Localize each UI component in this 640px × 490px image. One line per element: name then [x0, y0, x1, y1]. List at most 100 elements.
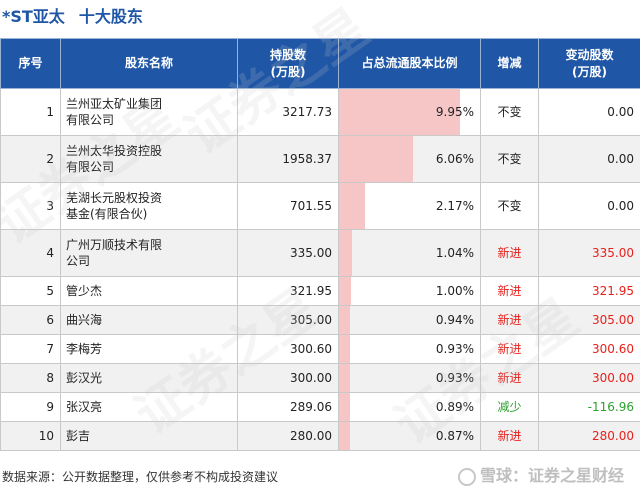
- holder-name: 彭汉光: [60, 363, 238, 393]
- ratio-cell: 1.04%: [338, 229, 481, 277]
- change-status: 新进: [480, 229, 539, 277]
- ratio-value: 2.17%: [435, 199, 474, 213]
- ratio-cell: 0.93%: [338, 334, 481, 364]
- table-row: 9 张汉亮 289.06 0.89% 减少 -116.96: [0, 392, 640, 422]
- ratio-cell: 1.00%: [338, 276, 481, 306]
- delta-value: 0.00: [538, 182, 640, 230]
- holder-name: 李梅芳: [60, 334, 238, 364]
- holder-name-line: 基金(有限合伙): [66, 207, 148, 221]
- holder-name-line: 兰州亚太矿业集团: [66, 97, 163, 111]
- row-index: 1: [0, 88, 61, 136]
- change-status: 新进: [480, 421, 539, 451]
- delta-value: 300.00: [538, 363, 640, 393]
- row-index: 3: [0, 182, 61, 230]
- ratio-bar: [339, 306, 351, 334]
- row-index: 8: [0, 363, 61, 393]
- shares-value: 335.00: [237, 229, 339, 277]
- shares-value: 305.00: [237, 305, 339, 335]
- holder-name: 彭吉: [60, 421, 238, 451]
- header-col-index: 序号: [0, 38, 61, 89]
- header-col-shares: 持股数 (万股): [237, 38, 339, 89]
- change-status: 不变: [480, 88, 539, 136]
- shares-value: 280.00: [237, 421, 339, 451]
- ratio-value: 6.06%: [435, 152, 474, 166]
- ratio-bar: [339, 364, 351, 392]
- table-header-row: 序号 股东名称 持股数 (万股) 占总流通股本比例 增减 变动股数 (万股): [0, 38, 640, 89]
- shares-value: 300.60: [237, 334, 339, 364]
- page-title: *ST亚太 十大股东: [2, 3, 143, 31]
- ratio-cell: 0.93%: [338, 363, 481, 393]
- brand-watermark: 雪球：证券之星财经: [457, 462, 624, 486]
- table-row: 2 兰州太华投资控股 有限公司 1958.37 6.06% 不变 0.00: [0, 135, 640, 183]
- ratio-bar: [339, 277, 352, 305]
- ratio-cell: 2.17%: [338, 182, 481, 230]
- row-index: 4: [0, 229, 61, 277]
- table-row: 6 曲兴海 305.00 0.94% 新进 305.00: [0, 305, 640, 335]
- holder-name-line: 兰州太华投资控股: [66, 144, 163, 158]
- ratio-bar: [339, 136, 413, 182]
- table-row: 7 李梅芳 300.60 0.93% 新进 300.60: [0, 334, 640, 364]
- ratio-bar: [339, 422, 350, 450]
- ratio-cell: 6.06%: [338, 135, 481, 183]
- shareholders-table: 序号 股东名称 持股数 (万股) 占总流通股本比例 增减 变动股数 (万股) 1 兰州亚太矿…: [0, 38, 640, 451]
- table-body: 1 兰州亚太矿业集团 有限公司 3217.73 9.95% 不变 0.00 2 兰州太华投资控股…: [0, 88, 640, 451]
- snowball-logo-icon: [457, 467, 476, 486]
- ratio-value: 0.89%: [435, 400, 474, 414]
- ratio-value: 0.93%: [435, 371, 474, 385]
- holder-name-line: 有限公司: [66, 160, 115, 174]
- header-col-ratio: 占总流通股本比例: [338, 38, 481, 89]
- header-col-change: 增减: [480, 38, 539, 89]
- row-index: 9: [0, 392, 61, 422]
- ratio-bar: [339, 230, 352, 276]
- delta-value: 305.00: [538, 305, 640, 335]
- change-status: 不变: [480, 135, 539, 183]
- ratio-bar: [339, 183, 366, 229]
- holder-name: 广州万顺技术有限 公司: [60, 229, 238, 277]
- change-status: 新进: [480, 305, 539, 335]
- ratio-value: 0.94%: [435, 313, 474, 327]
- ratio-value: 0.87%: [435, 429, 474, 443]
- shares-value: 701.55: [237, 182, 339, 230]
- holder-name-line: 曲兴海: [66, 313, 103, 327]
- ratio-cell: 0.94%: [338, 305, 481, 335]
- row-index: 6: [0, 305, 61, 335]
- data-source-note: 数据来源：公开数据整理，仅供参考不构成投资建议: [2, 470, 279, 484]
- delta-value: 300.60: [538, 334, 640, 364]
- row-index: 7: [0, 334, 61, 364]
- shares-value: 1958.37: [237, 135, 339, 183]
- change-status: 新进: [480, 276, 539, 306]
- table-row: 3 芜湖长元股权投资 基金(有限合伙) 701.55 2.17% 不变 0.00: [0, 182, 640, 230]
- row-index: 5: [0, 276, 61, 306]
- ratio-cell: 0.89%: [338, 392, 481, 422]
- shares-value: 321.95: [237, 276, 339, 306]
- change-status: 不变: [480, 182, 539, 230]
- row-index: 10: [0, 421, 61, 451]
- holder-name-line: 公司: [66, 254, 91, 268]
- header-col-holder-name: 股东名称: [60, 38, 238, 89]
- delta-value: -116.96: [538, 392, 640, 422]
- holder-name-line: 彭吉: [66, 429, 91, 443]
- holder-name-line: 张汉亮: [66, 400, 103, 414]
- ratio-bar: [339, 393, 350, 421]
- row-index: 2: [0, 135, 61, 183]
- ratio-value: 9.95%: [435, 105, 474, 119]
- ratio-value: 1.00%: [435, 284, 474, 298]
- section-title: 十大股东: [78, 7, 143, 26]
- brand-text: 雪球：证券之星财经: [479, 466, 624, 485]
- table-row: 5 管少杰 321.95 1.00% 新进 321.95: [0, 276, 640, 306]
- holder-name: 兰州亚太矿业集团 有限公司: [60, 88, 238, 136]
- change-status: 新进: [480, 363, 539, 393]
- shares-value: 289.06: [237, 392, 339, 422]
- holder-name: 芜湖长元股权投资 基金(有限合伙): [60, 182, 238, 230]
- holder-name-line: 彭汉光: [66, 371, 103, 385]
- holder-name: 曲兴海: [60, 305, 238, 335]
- change-status: 减少: [480, 392, 539, 422]
- holder-name-line: 李梅芳: [66, 342, 103, 356]
- table-row: 1 兰州亚太矿业集团 有限公司 3217.73 9.95% 不变 0.00: [0, 88, 640, 136]
- ratio-bar: [339, 335, 351, 363]
- ratio-bar: [339, 89, 460, 135]
- ratio-value: 1.04%: [435, 246, 474, 260]
- delta-value: 280.00: [538, 421, 640, 451]
- table-row: 10 彭吉 280.00 0.87% 新进 280.00: [0, 421, 640, 451]
- ratio-cell: 9.95%: [338, 88, 481, 136]
